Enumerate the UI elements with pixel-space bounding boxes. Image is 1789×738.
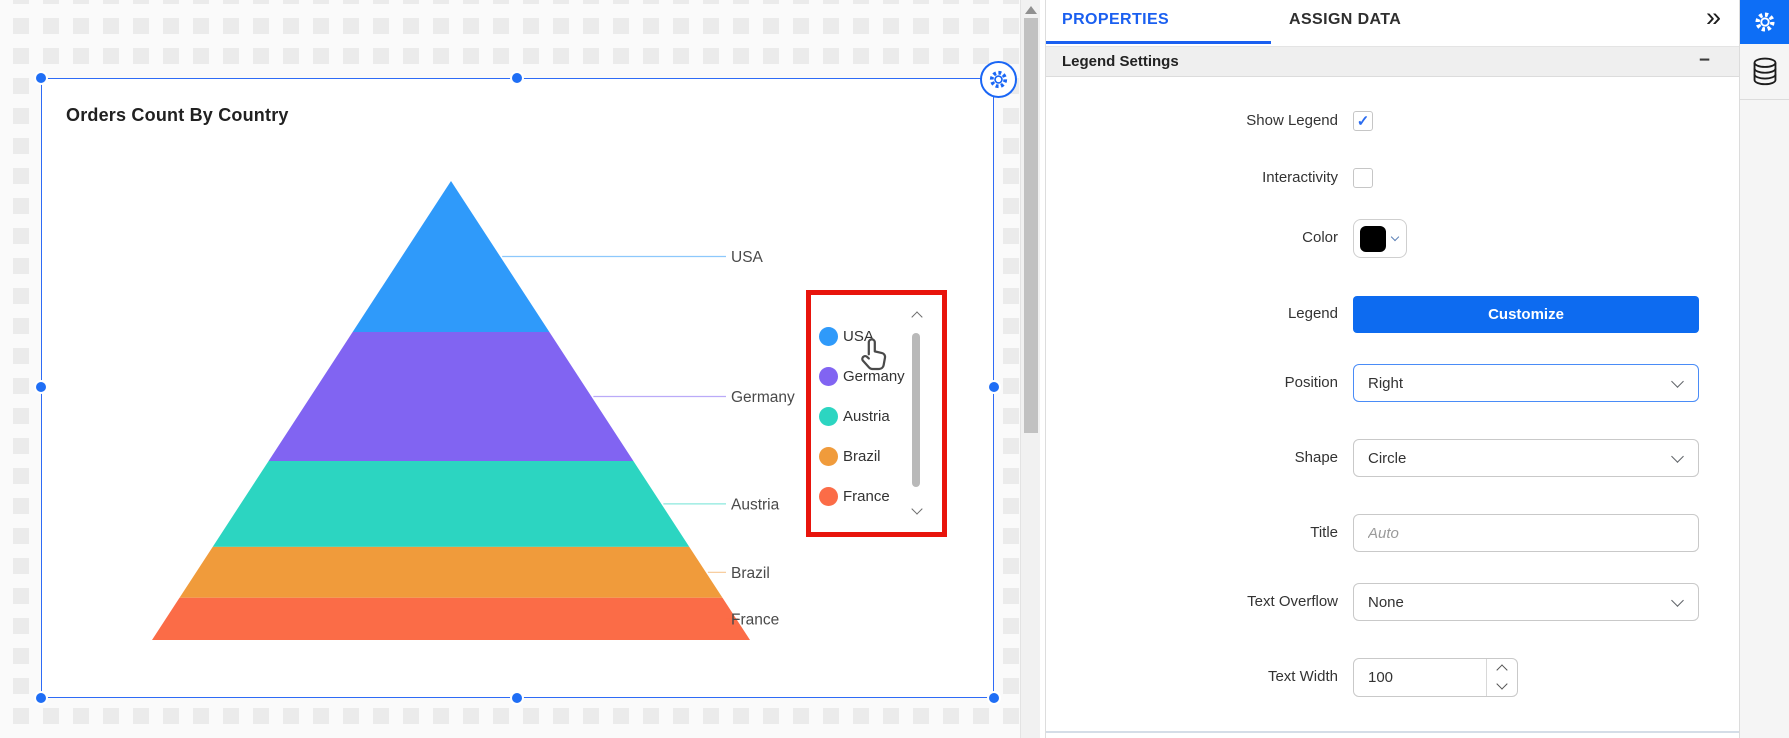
pyramid-segment-usa[interactable]	[352, 181, 550, 333]
side-toolbar	[1739, 0, 1789, 738]
legend-item-label: USA	[843, 327, 874, 345]
chevron-down-icon	[1671, 594, 1684, 607]
legend-swatch	[819, 326, 838, 346]
chevron-up-icon	[1496, 664, 1508, 676]
widget-settings-button[interactable]	[980, 61, 1017, 98]
show-legend-label: Show Legend	[1246, 112, 1338, 129]
legend-item-list: USA Germany Austria Brazil France	[819, 316, 905, 516]
color-label: Color	[1302, 229, 1338, 246]
chevron-down-icon	[1671, 375, 1684, 388]
selection-handle-bottom-center[interactable]	[512, 693, 522, 703]
legend-swatch	[819, 366, 838, 386]
legend-scrollbar[interactable]	[912, 333, 920, 487]
position-dropdown[interactable]: Right	[1353, 364, 1699, 402]
legend-swatch	[819, 446, 838, 466]
section-divider	[1046, 731, 1740, 733]
canvas-scrollbar-thumb[interactable]	[1024, 18, 1038, 433]
selection-handle-left-center[interactable]	[36, 382, 46, 392]
gear-icon	[1755, 12, 1775, 32]
data-label: USA	[731, 249, 764, 266]
position-value: Right	[1368, 374, 1404, 392]
text-overflow-dropdown[interactable]: None	[1353, 583, 1699, 621]
title-label: Title	[1310, 524, 1338, 541]
hand-cursor-icon	[861, 338, 887, 371]
stepper-buttons	[1486, 659, 1517, 696]
text-width-label: Text Width	[1267, 668, 1338, 685]
data-label: France	[731, 611, 779, 628]
shape-value: Circle	[1368, 449, 1407, 467]
legend-swatch	[819, 406, 838, 426]
selection-handle-top-left[interactable]	[36, 73, 46, 83]
gear-icon	[989, 70, 1008, 89]
data-label: Brazil	[731, 565, 770, 582]
text-overflow-value: None	[1368, 593, 1404, 611]
canvas-scrollbar[interactable]	[1020, 0, 1040, 738]
legend-item-germany[interactable]: Germany	[819, 356, 905, 396]
pyramid-chart-svg: USA Germany Austria Brazil France	[152, 181, 795, 640]
data-label: Austria	[731, 496, 780, 513]
toolbar-settings-button[interactable]	[1740, 0, 1789, 44]
legend-item-label: Germany	[843, 367, 905, 385]
position-label: Position	[1284, 374, 1338, 391]
color-swatch	[1360, 225, 1386, 252]
pyramid-segment-germany[interactable]	[268, 332, 634, 461]
legend-item-austria[interactable]: Austria	[819, 396, 905, 436]
toolbar-datasource-button[interactable]	[1740, 44, 1789, 100]
legend-swatch	[819, 486, 838, 506]
collapse-panel-icon[interactable]: »	[1706, 2, 1722, 32]
design-canvas[interactable]: Orders Count By Country USA Germany Austri…	[0, 0, 1020, 738]
legend-item-brazil[interactable]: Brazil	[819, 436, 905, 476]
selection-handle-right-center[interactable]	[989, 382, 999, 392]
text-width-input[interactable]	[1354, 659, 1487, 696]
color-picker-button[interactable]	[1353, 219, 1407, 258]
pyramid-segment-france[interactable]	[152, 597, 750, 640]
legend-title-input[interactable]	[1353, 514, 1699, 552]
text-width-stepper	[1353, 658, 1518, 697]
section-title: Legend Settings	[1062, 53, 1179, 70]
shape-dropdown[interactable]: Circle	[1353, 439, 1699, 477]
database-icon	[1753, 57, 1777, 85]
checkmark-icon: ✓	[1356, 113, 1370, 130]
selection-handle-bottom-right[interactable]	[989, 693, 999, 703]
tab-assign-data[interactable]: ASSIGN DATA	[1289, 11, 1402, 28]
interactivity-checkbox[interactable]	[1353, 168, 1373, 188]
selection-handle-top-center[interactable]	[512, 73, 522, 83]
chart-legend[interactable]: USA Germany Austria Brazil France	[811, 295, 942, 532]
stepper-down-button[interactable]	[1487, 677, 1517, 697]
legend-item-label: France	[843, 487, 890, 505]
scroll-up-arrow-icon[interactable]	[1025, 6, 1037, 14]
legend-item-label: Austria	[843, 407, 890, 425]
customize-button[interactable]: Customize	[1353, 296, 1699, 333]
legend-settings-section-header[interactable]: Legend Settings −	[1046, 46, 1740, 77]
properties-panel: PROPERTIES ASSIGN DATA » Legend Settings…	[1045, 0, 1740, 738]
legend-item-france[interactable]: France	[819, 476, 905, 516]
pyramid-segment-brazil[interactable]	[179, 546, 723, 598]
active-tab-underline	[1046, 41, 1271, 44]
chevron-down-icon	[1390, 232, 1400, 241]
shape-label: Shape	[1294, 449, 1338, 466]
text-overflow-label: Text Overflow	[1247, 593, 1338, 610]
stepper-up-button[interactable]	[1487, 659, 1517, 678]
tab-properties[interactable]: PROPERTIES	[1062, 11, 1170, 28]
legend-label: Legend	[1287, 305, 1338, 322]
interactivity-label: Interactivity	[1262, 169, 1338, 186]
legend-highlight-box	[806, 290, 947, 537]
show-legend-checkbox[interactable]: ✓	[1353, 111, 1373, 131]
chevron-down-icon	[1496, 677, 1508, 690]
section-collapse-icon[interactable]: −	[1698, 50, 1710, 71]
chevron-down-icon	[1671, 450, 1684, 463]
selection-handle-bottom-left[interactable]	[36, 693, 46, 703]
pyramid-segment-austria[interactable]	[212, 460, 690, 547]
legend-item-usa[interactable]: USA	[819, 316, 905, 356]
data-label: Germany	[731, 389, 795, 406]
legend-item-label: Brazil	[843, 447, 881, 465]
chart-title: Orders Count By Country	[66, 105, 289, 125]
